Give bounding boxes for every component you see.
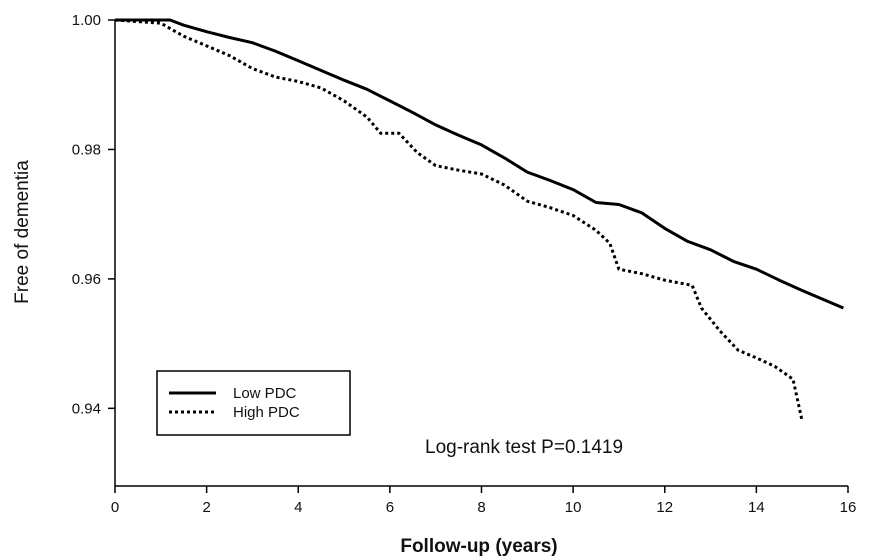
series-lines <box>114 18 844 422</box>
x-tick-label: 10 <box>565 499 582 516</box>
ticks: 0 2 4 6 8 10 12 14 16 1.00 0.98 0.96 0.94 <box>72 12 857 516</box>
y-tick-label: 0.98 <box>72 141 101 158</box>
y-tick-label: 1.00 <box>72 12 101 29</box>
x-tick-label: 0 <box>111 499 119 516</box>
high-pdc-curve <box>114 18 804 422</box>
x-tick-label: 14 <box>748 499 765 516</box>
x-axis-title: Follow-up (years) <box>400 536 557 557</box>
x-tick-label: 6 <box>386 499 394 516</box>
y-axis-title: Free of dementia <box>12 160 33 304</box>
x-tick-label: 16 <box>840 499 857 516</box>
low-pdc-curve <box>115 18 844 310</box>
legend: Low PDC High PDC <box>156 370 351 436</box>
y-tick-label: 0.94 <box>72 400 101 417</box>
legend-label-low-pdc: Low PDC <box>233 385 297 402</box>
y-tick-label: 0.96 <box>72 271 101 288</box>
legend-label-high-pdc: High PDC <box>233 404 300 421</box>
x-tick-label: 2 <box>202 499 210 516</box>
x-tick-label: 12 <box>656 499 673 516</box>
log-rank-annotation: Log-rank test P=0.1419 <box>425 437 623 458</box>
x-tick-label: 8 <box>477 499 485 516</box>
legend-box <box>156 370 351 436</box>
x-tick-label: 4 <box>294 499 302 516</box>
